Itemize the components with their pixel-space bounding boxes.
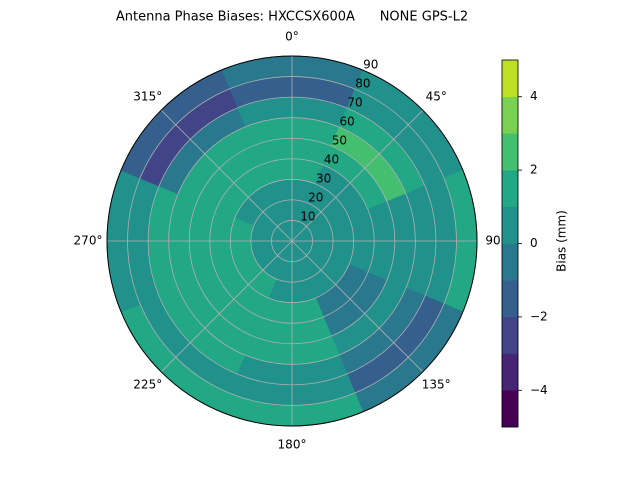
colorbar-tick-label: −4: [530, 383, 548, 397]
r-tick-label: 70: [347, 96, 362, 110]
colorbar-band: [501, 59, 519, 97]
colorbar-band: [501, 243, 519, 281]
grid-spoke: [160, 109, 293, 242]
theta-tick-label: 270°: [74, 234, 103, 248]
polar-frame: [106, 55, 478, 427]
r-tick-label: 50: [332, 134, 347, 148]
theta-tick-label: 315°: [133, 89, 162, 103]
chart-title: Antenna Phase Biases: HXCCSX600A NONE GP…: [116, 10, 468, 25]
theta-tick-label: 135°: [422, 378, 451, 392]
colorbar-tick-label: −2: [530, 309, 548, 323]
theta-tick-label: 90°: [485, 234, 506, 248]
colorbar-band: [501, 206, 519, 244]
r-tick-label: 90: [363, 58, 378, 72]
r-tick-label: 10: [300, 210, 315, 224]
theta-tick-label: 45°: [426, 89, 447, 103]
r-tick-label: 30: [316, 172, 331, 186]
grid-spoke: [291, 109, 424, 242]
colorbar-band: [501, 316, 519, 354]
colorbar-label: Bias (mm): [555, 210, 569, 272]
grid-spoke: [160, 240, 293, 373]
r-tick-label: 20: [308, 191, 323, 205]
r-tick-label: 80: [355, 77, 370, 91]
r-tick-label: 40: [324, 153, 339, 167]
colorbar-band: [501, 169, 519, 208]
grid-spoke: [291, 240, 424, 373]
colorbar-tick-label: 4: [530, 89, 538, 103]
colorbar-tick-label: 0: [530, 236, 538, 250]
colorbar-band: [501, 96, 519, 134]
r-tick-label: 60: [340, 115, 355, 129]
theta-tick-label: 180°: [278, 438, 307, 452]
theta-tick-label: 0°: [285, 30, 299, 44]
colorbar-band: [501, 279, 519, 318]
colorbar-band: [501, 133, 519, 171]
colorbar-band: [501, 390, 519, 428]
theta-tick-label: 225°: [133, 378, 162, 392]
colorbar-band: [501, 353, 519, 391]
colorbar-tick-label: 2: [530, 163, 538, 177]
